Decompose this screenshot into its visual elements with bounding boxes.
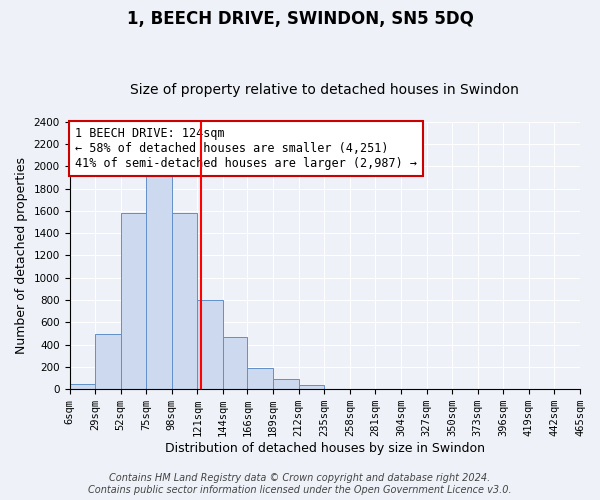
Bar bbox=[223, 337, 247, 389]
Bar bbox=[273, 379, 299, 389]
Bar bbox=[299, 386, 324, 389]
Text: 1, BEECH DRIVE, SWINDON, SN5 5DQ: 1, BEECH DRIVE, SWINDON, SN5 5DQ bbox=[127, 10, 473, 28]
Bar bbox=[146, 172, 172, 389]
Bar bbox=[121, 213, 146, 389]
X-axis label: Distribution of detached houses by size in Swindon: Distribution of detached houses by size … bbox=[165, 442, 485, 455]
Bar bbox=[95, 334, 121, 389]
Y-axis label: Number of detached properties: Number of detached properties bbox=[15, 157, 28, 354]
Bar bbox=[172, 213, 197, 389]
Bar bbox=[70, 384, 95, 389]
Bar bbox=[247, 368, 273, 389]
Text: 1 BEECH DRIVE: 124sqm
← 58% of detached houses are smaller (4,251)
41% of semi-d: 1 BEECH DRIVE: 124sqm ← 58% of detached … bbox=[74, 127, 416, 170]
Title: Size of property relative to detached houses in Swindon: Size of property relative to detached ho… bbox=[130, 83, 519, 97]
Bar bbox=[197, 300, 223, 389]
Text: Contains HM Land Registry data © Crown copyright and database right 2024.
Contai: Contains HM Land Registry data © Crown c… bbox=[88, 474, 512, 495]
